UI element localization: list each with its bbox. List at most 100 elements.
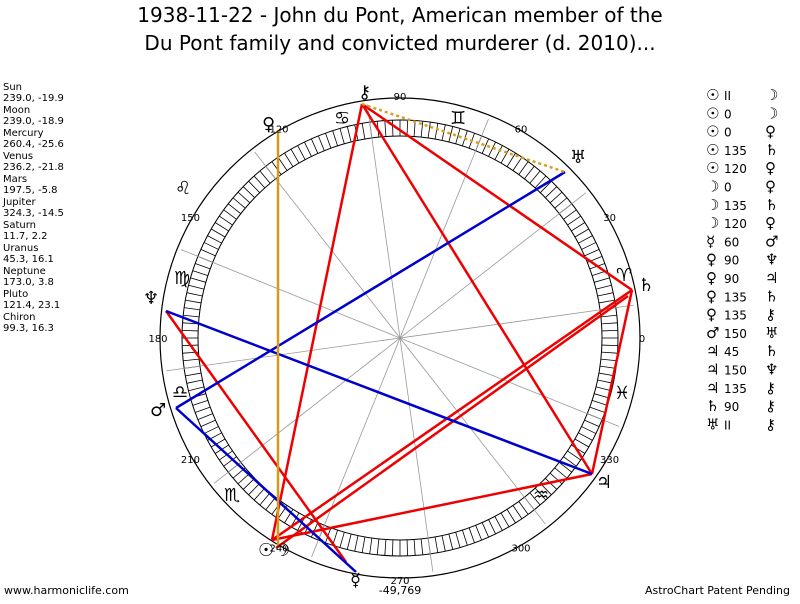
position-value: 45.3, 16.1	[3, 254, 54, 265]
hatch-tick	[494, 516, 503, 531]
hatch-tick	[192, 400, 209, 406]
hatch-tick	[200, 248, 216, 257]
hatch-tick	[223, 209, 237, 220]
position-value: 236.2, -21.8	[3, 162, 64, 173]
hatch-tick	[554, 467, 568, 479]
hatch-tick	[232, 197, 246, 209]
title-line: 1938-11-22 - John du Pont, American memb…	[137, 3, 662, 27]
hatch-tick	[448, 126, 454, 143]
footer-note: AstroChart Patent Pending	[645, 584, 790, 597]
aspect-line	[165, 309, 593, 476]
degree-label: 210	[181, 455, 200, 466]
aspect-planet: ⚷	[765, 306, 776, 324]
planet-glyph: ⚷	[358, 82, 371, 103]
hatch-tick	[601, 344, 618, 347]
hatch-tick	[441, 535, 446, 552]
position-value: 173.0, 3.8	[3, 277, 54, 288]
hatch-tick	[190, 277, 206, 283]
aspect-planet: ♄	[765, 196, 778, 214]
hatch-tick	[468, 527, 475, 543]
hatch-tick	[512, 505, 523, 519]
hatch-tick	[578, 235, 593, 244]
hatch-tick	[534, 487, 547, 501]
aspect-lines	[164, 102, 634, 573]
hatch-tick	[462, 529, 468, 546]
aspect-planet: ♃	[765, 269, 778, 287]
hatch-tick	[253, 175, 266, 189]
degree-label: 30	[603, 213, 616, 224]
zodiac-glyph: ♍	[174, 268, 190, 289]
aspect-angle: 90	[724, 254, 739, 268]
hatch-tick	[595, 284, 612, 290]
planet-glyph: ☿	[350, 570, 361, 591]
hatch-tick	[248, 483, 260, 496]
position-name: Moon	[3, 105, 30, 116]
aspect-planet: ♆	[765, 251, 778, 269]
position-name: Chiron	[3, 312, 35, 323]
degree-label: 330	[600, 455, 619, 466]
hatch-tick	[211, 438, 226, 448]
aspect-planet: ♀	[706, 251, 717, 269]
hatch-tick	[488, 141, 496, 157]
aspect-planet: ☉	[706, 141, 719, 159]
hatch-tick	[184, 307, 201, 311]
aspect-line	[164, 310, 348, 563]
aspect-planet: ♀	[706, 306, 717, 324]
hatch-tick	[500, 149, 510, 164]
hatch-tick	[434, 123, 439, 140]
hatch-tick	[242, 186, 255, 198]
zodiac-glyph: ♌	[175, 178, 191, 199]
hatch-tick	[598, 372, 615, 377]
hatch-tick	[182, 329, 199, 332]
hatch-tick	[346, 533, 352, 550]
degree-label: 150	[181, 213, 200, 224]
hatch-tick	[518, 161, 529, 175]
hatch-tick	[384, 120, 387, 137]
hatch-tick	[506, 152, 516, 167]
planet-glyph: ♄	[638, 275, 654, 296]
aspect-planet: ♅	[765, 324, 778, 342]
aspect-planet: ⚷	[765, 379, 776, 397]
position-value: 239.0, -18.9	[3, 116, 64, 127]
position-value: 239.0, -19.9	[3, 93, 64, 104]
aspect-planet: ♀	[706, 287, 717, 305]
hatch-tick	[200, 419, 216, 428]
planet-glyphs: ⚷ ♀ ♅ ♄ ♆ ♂ ♃ ☉☽ ☿ ♋ ♊ ♌ ♍ ♈ ♎ ♓ ♏ ♒	[143, 82, 654, 591]
aspect-planet: ☽	[765, 104, 778, 122]
hatch-tick	[594, 393, 610, 399]
hatch-tick	[434, 536, 439, 553]
position-name: Uranus	[3, 243, 38, 254]
aspect-angle: 150	[724, 327, 747, 341]
hatch-tick	[506, 509, 516, 524]
hatch-tick	[339, 128, 345, 144]
aspect-angle: 0	[724, 181, 732, 195]
aspect-angle: II	[724, 418, 731, 432]
aspect-planet: ♃	[706, 379, 719, 397]
hatch-tick	[448, 533, 454, 550]
aspect-angle: 135	[724, 309, 747, 323]
aspect-planet: ♄	[765, 342, 778, 360]
hatch-tick	[384, 539, 387, 556]
hatch-tick	[265, 496, 276, 511]
hatch-tick	[427, 122, 431, 139]
hatch-tick	[598, 299, 615, 304]
hatch-tick	[207, 235, 222, 244]
hatch-tick	[259, 492, 271, 506]
hatch-tick	[455, 532, 461, 548]
hatch-tick	[581, 242, 597, 250]
aspect-list: ☉ II ☽☉ 0 ☽☉ 0 ♀☉ 135 ♄☉ 120 ♀☽ 0 ♀☽ 135 ♄☽ 120 ♀☿ 60 ♂♀ 90…	[706, 86, 778, 433]
hatch-tick	[186, 292, 203, 297]
aspect-angle: 90	[724, 272, 739, 286]
aspect-angle: 120	[724, 217, 747, 231]
aspect-planet: ♀	[765, 159, 776, 177]
hatch-tick	[406, 539, 409, 556]
hatch-tick	[563, 456, 577, 467]
house-lines	[166, 104, 634, 572]
hatch-tick	[540, 180, 552, 193]
aspect-angle: 120	[724, 162, 747, 176]
hatch-tick	[589, 406, 605, 413]
aspect-planet: ♂	[706, 324, 719, 342]
aspect-line	[360, 103, 594, 475]
aspect-line	[271, 472, 593, 542]
